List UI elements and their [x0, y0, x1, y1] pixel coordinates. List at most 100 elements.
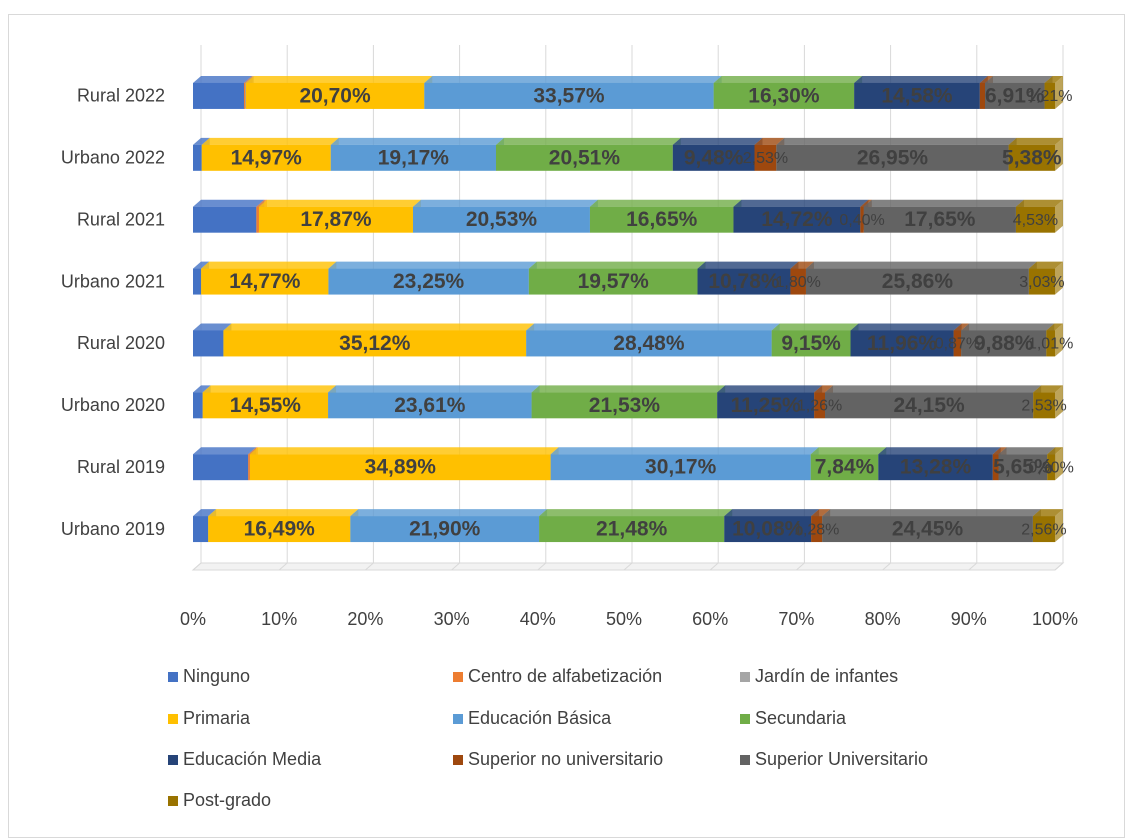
bar-front: [248, 454, 250, 481]
bar-top: [878, 447, 1001, 455]
bar-front: [863, 206, 1016, 233]
bar-top: [412, 199, 598, 207]
bar-front: [771, 330, 851, 357]
bar-front: [328, 392, 532, 419]
bar-side: [1055, 199, 1063, 233]
bar-top: [330, 137, 504, 145]
bar-front: [1047, 454, 1055, 481]
category-label: Urbano 2019: [61, 519, 165, 539]
bar-top: [193, 199, 265, 207]
bar-top: [814, 385, 834, 393]
bar-top: [193, 137, 210, 145]
bar-front: [424, 82, 714, 109]
bar-side: [1055, 137, 1063, 171]
category-label: Rural 2022: [77, 86, 165, 106]
bar-top: [193, 261, 210, 269]
bar-front: [249, 454, 551, 481]
data-label: 14,97%: [231, 146, 303, 169]
bar-top: [589, 199, 742, 207]
bar-side: [1055, 261, 1063, 295]
data-label: 7,84%: [815, 456, 875, 479]
bar-front: [193, 516, 209, 543]
bar-segment: [717, 385, 823, 419]
data-label: 21,48%: [596, 518, 668, 541]
bar-segment: [589, 199, 742, 233]
data-label: 21,90%: [409, 518, 481, 541]
data-label: 9,88%: [974, 332, 1034, 355]
bar-front: [805, 268, 1029, 295]
bar-top: [193, 323, 232, 331]
bar-front: [733, 206, 861, 233]
bar-segment: [771, 323, 859, 357]
data-label: 34,89%: [365, 456, 437, 479]
bar-front: [193, 206, 257, 233]
bar-front: [961, 330, 1047, 357]
bar-top: [350, 509, 548, 517]
category-label: Urbano 2021: [61, 271, 165, 291]
bar-front: [589, 206, 734, 233]
data-label: 28,48%: [613, 332, 685, 355]
bar-top: [223, 323, 535, 331]
bar-segment: [245, 75, 433, 109]
bar-segment: [526, 323, 780, 357]
data-label: 4,53%: [1013, 212, 1058, 229]
bar-segment: [249, 447, 559, 481]
legend-swatch: [168, 714, 178, 724]
data-label: 33,57%: [533, 84, 605, 107]
data-label: 19,17%: [378, 146, 450, 169]
bar-front: [672, 144, 755, 171]
data-label: 16,65%: [626, 208, 698, 231]
data-label: 25,86%: [882, 270, 954, 293]
bar-front: [979, 82, 986, 109]
bar-segment: [1046, 323, 1063, 357]
bar-front: [528, 268, 698, 295]
bar-front: [953, 330, 962, 357]
data-label: 10,08%: [732, 518, 804, 541]
data-label: 1,80%: [776, 274, 821, 291]
legend-label: Post-grado: [183, 790, 271, 810]
data-label: 1,01%: [1028, 336, 1073, 353]
data-label: 1,28%: [794, 521, 839, 538]
bar-top: [724, 509, 820, 517]
bar-segment: [193, 199, 265, 233]
data-label: 23,25%: [393, 270, 465, 293]
bar-front: [193, 392, 203, 419]
bar-front: [985, 82, 1045, 109]
bar-segment: [733, 199, 869, 233]
bar-top: [810, 447, 887, 455]
bar-top: [1015, 199, 1063, 207]
bar-side: [1055, 509, 1063, 543]
data-label: 0,87%: [935, 336, 980, 353]
bar-front: [811, 516, 823, 543]
legend-label: Superior no universitario: [468, 749, 663, 769]
bar-front: [1033, 392, 1055, 419]
bar-top: [245, 75, 433, 83]
x-tick-label: 60%: [692, 609, 728, 629]
x-tick-label: 30%: [434, 609, 470, 629]
bar-front: [697, 268, 791, 295]
bar-front: [223, 330, 527, 357]
bar-front: [992, 454, 999, 481]
bar-front: [245, 82, 425, 109]
bar-top: [526, 323, 780, 331]
bar-top: [953, 323, 970, 331]
bar-top: [854, 75, 988, 83]
bar-top: [979, 75, 994, 83]
bar-front: [717, 392, 815, 419]
bar-segment: [528, 261, 706, 295]
bar-segment: [330, 137, 504, 171]
bar-top: [811, 509, 831, 517]
bar-front: [328, 268, 529, 295]
legend-label: Primaria: [183, 708, 251, 728]
bar-segment: [1047, 447, 1063, 481]
bar-top: [771, 323, 859, 331]
bar-segment: [850, 323, 962, 357]
legend-label: Educación Media: [183, 749, 322, 769]
floor-grid-line: [882, 562, 891, 571]
bar-top: [539, 509, 733, 517]
bar-top: [1033, 385, 1063, 393]
bar-front: [193, 144, 202, 171]
x-tick-label: 90%: [951, 609, 987, 629]
bar-top: [697, 261, 799, 269]
